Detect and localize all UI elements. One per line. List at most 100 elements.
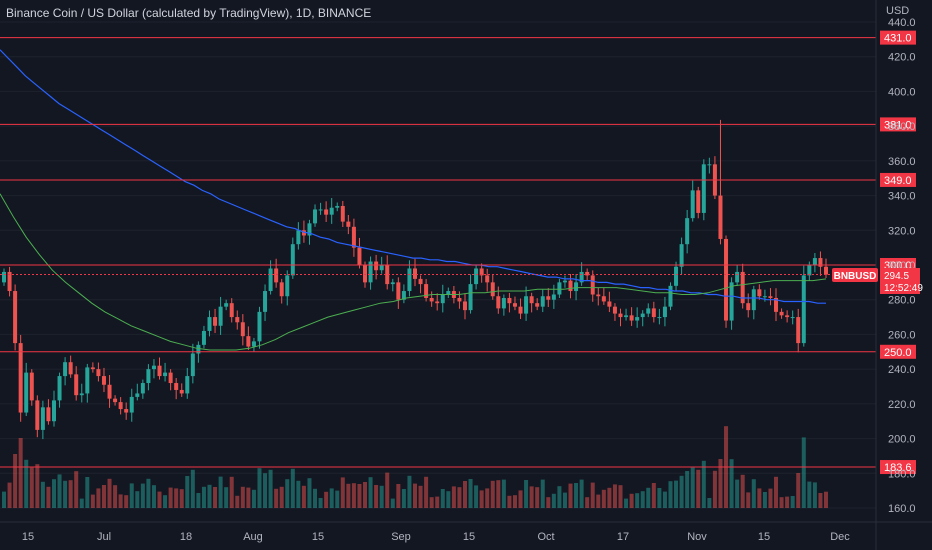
x-tick-label: 18: [180, 531, 192, 543]
candle-body: [762, 296, 767, 298]
candle-body: [740, 271, 745, 304]
y-tick-label: 220.0: [888, 399, 916, 411]
candle-body: [435, 301, 440, 304]
volume-bar: [390, 498, 395, 508]
candle-body: [751, 289, 756, 311]
volume-bar: [779, 497, 784, 508]
volume-bar: [190, 469, 195, 508]
volume-bar: [274, 488, 279, 508]
candle-body: [735, 271, 740, 283]
current-price-tag: 294.5 12:52:49: [880, 268, 923, 294]
volume-bar: [29, 467, 34, 508]
volume-bar: [424, 476, 429, 508]
volume-bar: [335, 490, 340, 508]
volume-bar: [235, 495, 240, 508]
volume-bar: [46, 486, 51, 508]
volume-bar: [429, 497, 434, 508]
candle-body: [96, 369, 101, 377]
axis-unit: USD: [886, 5, 909, 17]
x-tick-label: 15: [22, 531, 34, 543]
candle-body: [79, 393, 84, 396]
volume-bar: [57, 474, 62, 508]
volume-bar: [313, 488, 318, 508]
candle-body: [568, 280, 573, 292]
volume-bar: [785, 496, 790, 508]
volume-bar: [507, 495, 512, 508]
volume-bar: [196, 493, 201, 508]
y-tick-label: 420.0: [888, 52, 916, 64]
candle-body: [279, 282, 284, 297]
candle-body: [285, 275, 290, 297]
volume-bar: [618, 485, 623, 508]
volume-bar: [668, 481, 673, 508]
candle-body: [68, 362, 73, 375]
candle-body: [507, 297, 512, 304]
candle-body: [35, 400, 40, 430]
candle-body: [318, 209, 323, 211]
candle-body: [501, 297, 506, 309]
volume-bar: [129, 483, 134, 508]
current-price-value: 294.5: [884, 271, 909, 282]
volume-bar: [557, 486, 562, 508]
candle-body: [46, 407, 51, 422]
volume-bar: [296, 480, 301, 508]
volume-bar: [551, 493, 556, 508]
candle-body: [612, 306, 617, 314]
candles: [2, 119, 828, 440]
level-tag-bg: [880, 117, 916, 132]
candle-body: [479, 268, 484, 276]
candle-body: [774, 297, 779, 312]
candle-body: [135, 393, 140, 397]
candle-body: [685, 218, 690, 245]
volume-bar: [85, 477, 90, 508]
candle-body: [596, 294, 601, 297]
candle-body: [796, 317, 801, 344]
candle-body: [13, 291, 18, 344]
moving-averages: [0, 49, 827, 351]
candle-body: [163, 372, 168, 377]
countdown-timer: 12:52:49: [884, 283, 923, 294]
candle-body: [368, 261, 373, 283]
volume-bar: [590, 482, 595, 508]
volume-bar: [624, 498, 629, 508]
volume-bar: [346, 483, 351, 508]
candle-body: [357, 247, 362, 265]
candle-body: [701, 164, 706, 213]
volume-bar: [596, 494, 601, 508]
volume-bar: [640, 491, 645, 508]
candle-body: [235, 317, 240, 323]
candle-body: [196, 344, 201, 354]
symbol-tag: BNBUSD: [832, 268, 878, 282]
volume-bar: [90, 494, 95, 508]
volume-bar: [651, 483, 656, 508]
volume-bar: [201, 486, 206, 508]
candle-body: [590, 275, 595, 295]
level-tag-bg: [880, 172, 916, 187]
candle-body: [185, 376, 190, 394]
volume-bar: [68, 480, 73, 508]
volume-bar: [251, 489, 256, 508]
volume-bar: [712, 470, 717, 508]
x-tick-label: 15: [463, 531, 475, 543]
volume-bar: [163, 495, 168, 508]
volume-bar: [351, 483, 356, 508]
volume-bar: [501, 479, 506, 508]
candle-body: [690, 190, 695, 219]
x-tick-label: Dec: [830, 531, 850, 543]
volume-bar: [140, 483, 145, 508]
candle-body: [201, 330, 206, 345]
candle-body: [140, 383, 145, 394]
volume-bar: [701, 460, 706, 508]
candle-body: [418, 278, 423, 285]
x-tick-label: Aug: [243, 531, 263, 543]
volume-bar: [535, 487, 540, 508]
volume-bar: [324, 491, 329, 508]
volume-bar: [674, 480, 679, 508]
volume-bar: [179, 489, 184, 508]
volume-bar: [101, 485, 106, 508]
candle-body: [624, 315, 629, 318]
candle-body: [424, 284, 429, 298]
candle-body: [40, 407, 45, 430]
